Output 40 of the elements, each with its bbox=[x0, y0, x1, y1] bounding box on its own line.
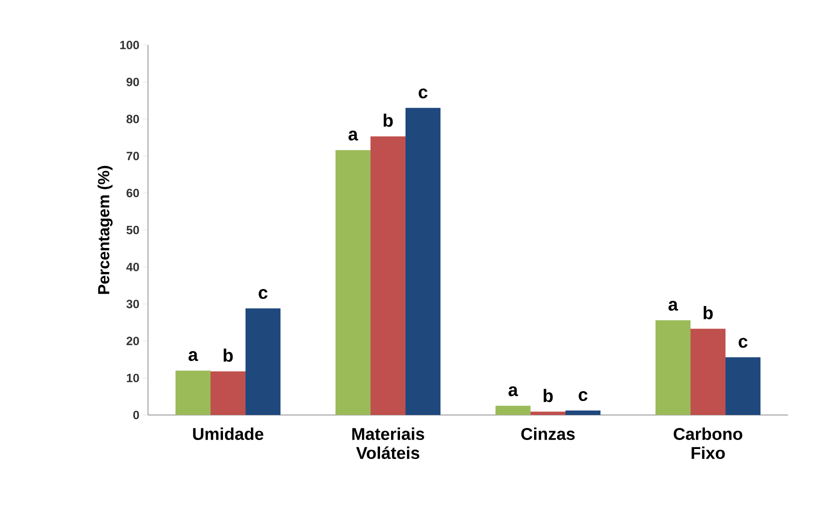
annotation: b bbox=[224, 348, 233, 362]
annotation: c bbox=[418, 88, 428, 98]
y-axis-title: Percentagem (%) bbox=[98, 166, 113, 294]
bar bbox=[176, 370, 211, 415]
y-tick-label: 100 bbox=[120, 40, 139, 50]
annotation: a bbox=[668, 300, 678, 311]
annotation: c bbox=[738, 338, 748, 348]
y-tick-label: 20 bbox=[126, 336, 139, 346]
bar bbox=[336, 150, 370, 415]
bar bbox=[496, 406, 530, 415]
annotation: b bbox=[384, 114, 393, 127]
y-tick-label: 50 bbox=[126, 226, 139, 234]
x-tick-label: Materiais Voláteis bbox=[352, 428, 424, 460]
x-tick-label: Carbono Fixo bbox=[674, 428, 742, 460]
y-tick-label: 90 bbox=[126, 78, 139, 86]
bar bbox=[655, 320, 690, 415]
bar bbox=[246, 308, 281, 415]
bar bbox=[530, 412, 566, 415]
y-tick-label: 10 bbox=[126, 374, 139, 382]
x-tick-label: Cinzas bbox=[521, 428, 575, 440]
annotation: b bbox=[704, 306, 713, 320]
annotation: b bbox=[544, 388, 553, 402]
annotation: a bbox=[188, 351, 198, 362]
y-tick-label: 0 bbox=[133, 410, 139, 420]
bar bbox=[370, 136, 406, 415]
y-tick-label: 60 bbox=[126, 188, 139, 198]
bar bbox=[406, 108, 441, 415]
bar bbox=[690, 328, 726, 415]
x-tick-label: Umidade bbox=[193, 428, 264, 440]
bar bbox=[566, 410, 600, 415]
y-tick-label: 70 bbox=[126, 152, 139, 160]
y-tick-label: 30 bbox=[126, 300, 139, 308]
annotation: c bbox=[578, 391, 588, 402]
annotation: a bbox=[508, 386, 518, 396]
y-tick-label: 80 bbox=[126, 114, 139, 124]
bar bbox=[210, 371, 246, 415]
bar bbox=[725, 357, 760, 415]
annotation: c bbox=[258, 289, 268, 299]
annotation: a bbox=[348, 130, 358, 141]
y-tick-label: 40 bbox=[126, 262, 139, 272]
